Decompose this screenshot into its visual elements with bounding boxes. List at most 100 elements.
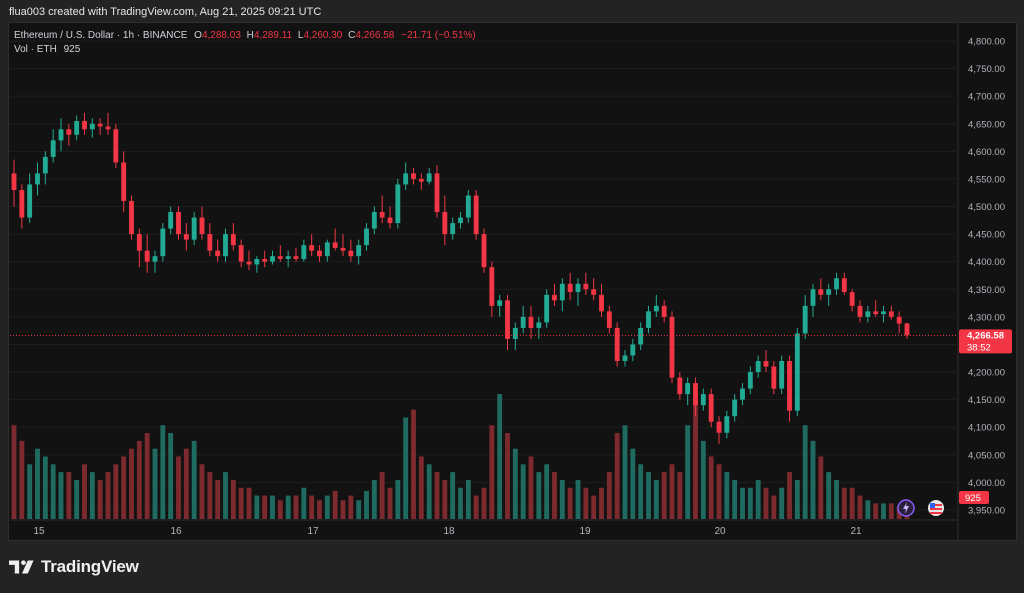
last-price-value: 4,266.58 [967,330,1004,341]
volume-bar [246,487,252,519]
volume-label[interactable]: Vol · ETH [14,44,57,55]
candle-body [176,212,181,235]
volume-bar [826,472,832,519]
close-label: C [348,30,356,41]
volume-bar [42,456,48,519]
volume-bar [520,464,526,519]
volume-bar [614,433,620,519]
y-tick-label: 4,600.00 [968,147,1005,158]
volume-bar [293,495,299,519]
y-tick-label: 4,550.00 [968,174,1005,185]
y-tick-label: 4,800.00 [968,37,1005,48]
attribution-text: flua003 created with TradingView.com, Au… [9,6,322,18]
volume-bar [747,487,753,519]
volume-bar [505,433,510,519]
candle-body [270,256,275,262]
volume-bar [395,479,401,519]
volume-bar [285,495,291,519]
volume-bar [740,487,745,519]
candle-body [646,311,651,328]
candle-body [395,184,401,224]
volume-bar [105,472,111,519]
candle-body [591,289,597,295]
candle-body [309,245,315,251]
candle-body [199,217,205,235]
volume-bar [528,456,534,519]
y-tick-label: 4,200.00 [968,368,1005,379]
candle-body [512,327,518,339]
candle-body [113,129,119,163]
volume-bar [638,464,644,519]
candle-body [19,189,25,218]
candle-body [371,212,377,229]
candle-body [794,333,800,411]
volume-bar [473,495,479,519]
volume-bar [238,487,244,519]
volume-bar [450,472,456,519]
candle-body [497,300,503,306]
candle-body [685,383,691,395]
candle-body [66,129,72,135]
low-value: 4,260.30 [303,30,343,41]
candle-body [661,305,667,317]
candle-body [779,361,785,389]
candle-body [207,234,213,251]
volume-bar [606,472,612,519]
volume-bar [160,425,166,519]
candle-body [223,234,228,257]
candle-body [121,162,127,202]
volume-bar [254,495,260,519]
candle-body [834,278,839,290]
candle-body [559,283,565,301]
volume-bar [622,425,628,519]
volume-bar [567,487,573,519]
volume-bar [411,409,416,519]
volume-bar [426,464,432,519]
volume-bar [881,503,886,519]
candle-body [152,256,158,262]
open-value: 4,288.03 [201,30,241,41]
symbol-label[interactable]: Ethereum / U.S. Dollar · 1h · BINANCE [14,30,188,41]
y-tick-label: 4,100.00 [968,423,1005,434]
candle-body [434,173,440,213]
volume-bar [136,440,142,519]
volume-bar [340,500,346,519]
volume-bar [755,479,761,519]
volume-bar [144,433,150,519]
volume-bar [317,500,322,519]
volume-bar [35,448,40,519]
y-tick-label: 4,500.00 [968,202,1005,213]
volume-tag [959,491,989,504]
candle-body [450,223,456,235]
volume-bar [309,495,315,519]
volume-bar [215,479,221,519]
volume-bar [794,479,800,519]
candle-body [277,256,283,259]
candle-body [89,123,95,130]
volume-bar [324,495,330,519]
candle-body [160,228,166,257]
candle-body [35,173,40,185]
volume-bar [724,472,730,519]
volume-bar [223,472,228,519]
volume-bar [888,503,894,519]
candle-body [544,294,550,323]
volume-tag-value: 925 [965,493,981,504]
candle-body [740,388,745,400]
candle-body [411,173,416,179]
volume-bar [685,425,691,519]
candle-body [136,234,142,251]
candle-body [747,372,753,389]
volume-bar [787,472,792,519]
candle-body [606,311,612,328]
candle-body [888,311,894,317]
close-value: 4,266.58 [355,30,395,41]
y-tick-label: 4,350.00 [968,285,1005,296]
x-tick-label: 18 [443,526,455,537]
volume-bar [661,472,667,519]
candle-body [129,201,134,235]
flag-stripe [930,508,942,510]
volume-bar [559,479,565,519]
candle-body [11,173,17,190]
